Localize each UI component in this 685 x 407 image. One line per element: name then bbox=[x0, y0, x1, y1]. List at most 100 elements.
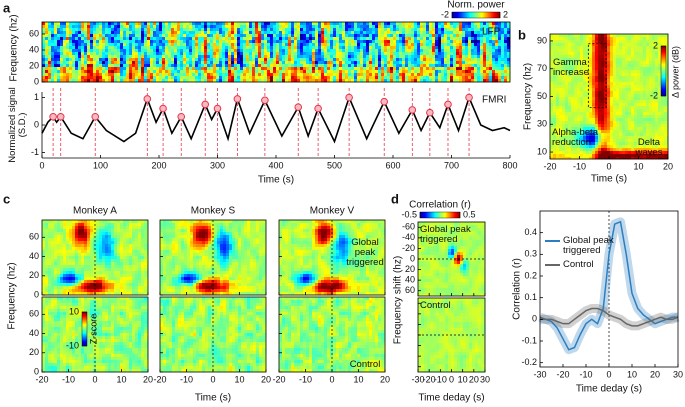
heatmap-cell bbox=[607, 124, 610, 127]
heatmap-cell bbox=[45, 232, 48, 235]
heatmap-cell bbox=[613, 91, 616, 94]
heatmap-cell bbox=[303, 49, 306, 52]
heatmap-cell bbox=[378, 73, 381, 76]
heatmap-cell bbox=[342, 58, 345, 61]
heatmap-cell bbox=[646, 109, 649, 112]
heatmap-cell bbox=[189, 46, 192, 49]
heatmap-cell bbox=[114, 58, 117, 61]
heatmap-cell bbox=[396, 28, 399, 31]
heatmap-cell bbox=[571, 82, 574, 85]
heatmap-cell bbox=[309, 55, 312, 58]
heatmap-cell bbox=[637, 37, 640, 40]
heatmap-cell bbox=[369, 64, 372, 67]
heatmap-cell bbox=[342, 22, 345, 25]
heatmap-cell bbox=[625, 79, 628, 82]
heatmap-cell bbox=[426, 43, 429, 46]
heatmap-cell bbox=[610, 124, 613, 127]
heatmap-cell bbox=[126, 25, 129, 28]
heatmap-cell bbox=[84, 52, 87, 55]
heatmap-cell bbox=[562, 112, 565, 115]
heatmap-cell bbox=[93, 40, 96, 43]
heatmap-cell bbox=[312, 34, 315, 37]
heatmap-cell bbox=[363, 58, 366, 61]
heatmap-cell bbox=[610, 55, 613, 58]
heatmap-cell bbox=[628, 109, 631, 112]
heatmap-cell bbox=[562, 85, 565, 88]
heatmap-cell bbox=[438, 40, 441, 43]
heatmap-cell bbox=[619, 151, 622, 154]
heatmap-cell bbox=[222, 34, 225, 37]
heatmap-cell bbox=[628, 82, 631, 85]
heatmap-cell bbox=[81, 52, 84, 55]
heatmap-cell bbox=[574, 103, 577, 106]
heatmap-cell bbox=[168, 40, 171, 43]
heatmap-cell bbox=[252, 25, 255, 28]
heatmap-cell bbox=[90, 49, 93, 52]
heatmap-cell bbox=[498, 70, 501, 73]
heatmap-cell bbox=[396, 49, 399, 52]
heatmap-cell bbox=[378, 22, 381, 25]
heatmap-cell bbox=[339, 31, 342, 34]
heatmap-cell bbox=[631, 127, 634, 130]
heatmap-cell bbox=[465, 73, 468, 76]
heatmap-cell bbox=[285, 52, 288, 55]
heatmap-cell bbox=[264, 49, 267, 52]
heatmap-cell bbox=[444, 52, 447, 55]
heatmap-cell bbox=[462, 40, 465, 43]
heatmap-cell bbox=[456, 76, 459, 79]
heatmap-cell bbox=[646, 88, 649, 91]
heatmap-cell bbox=[640, 109, 643, 112]
heatmap-cell bbox=[571, 94, 574, 97]
y-tick-label: 1 bbox=[34, 92, 39, 102]
heatmap-cell bbox=[622, 133, 625, 136]
heatmap-cell bbox=[315, 67, 318, 70]
y-axis-label: Frequency (hz) bbox=[9, 14, 20, 81]
heatmap-cell bbox=[411, 58, 414, 61]
heatmap-cell bbox=[213, 58, 216, 61]
heatmap-cell bbox=[126, 61, 129, 64]
heatmap-cell bbox=[129, 22, 132, 25]
heatmap-cell bbox=[604, 154, 607, 157]
heatmap-cell bbox=[51, 64, 54, 67]
heatmap-cell bbox=[402, 73, 405, 76]
heatmap-cell bbox=[147, 37, 150, 40]
heatmap-cell bbox=[129, 31, 132, 34]
heatmap-cell bbox=[174, 73, 177, 76]
heatmap-cell bbox=[574, 88, 577, 91]
heatmap-cell bbox=[553, 115, 556, 118]
heatmap-cell bbox=[441, 37, 444, 40]
heatmap-cell bbox=[228, 43, 231, 46]
heatmap-cell bbox=[637, 76, 640, 79]
heatmap-cell bbox=[66, 37, 69, 40]
heatmap-cell bbox=[459, 64, 462, 67]
colorbar bbox=[661, 46, 666, 96]
heatmap-cell bbox=[589, 103, 592, 106]
heatmap-cell bbox=[96, 64, 99, 67]
heatmap-cell bbox=[189, 43, 192, 46]
heatmap-cell bbox=[643, 118, 646, 121]
heatmap-cell bbox=[249, 76, 252, 79]
heatmap-cell bbox=[234, 34, 237, 37]
heatmap-cell bbox=[432, 61, 435, 64]
heatmap-cell bbox=[550, 37, 553, 40]
heatmap-cell bbox=[264, 70, 267, 73]
heatmap-cell bbox=[180, 43, 183, 46]
heatmap-cell bbox=[628, 43, 631, 46]
heatmap-cell bbox=[114, 28, 117, 31]
x-tick-label: 300 bbox=[210, 160, 225, 170]
heatmap-cell bbox=[201, 40, 204, 43]
heatmap-cell bbox=[634, 52, 637, 55]
heatmap-cell bbox=[81, 22, 84, 25]
heatmap-cell bbox=[306, 43, 309, 46]
heatmap-cell bbox=[631, 61, 634, 64]
heatmap-cell bbox=[162, 22, 165, 25]
heatmap-cell bbox=[54, 43, 57, 46]
heatmap-cell bbox=[598, 112, 601, 115]
heatmap-cell bbox=[183, 22, 186, 25]
heatmap-cell bbox=[78, 25, 81, 28]
heatmap-cell bbox=[444, 76, 447, 79]
x-axis-label: Time (s) bbox=[591, 174, 627, 185]
heatmap-cell bbox=[486, 40, 489, 43]
heatmap-cell bbox=[450, 67, 453, 70]
heatmap-cell bbox=[646, 115, 649, 118]
